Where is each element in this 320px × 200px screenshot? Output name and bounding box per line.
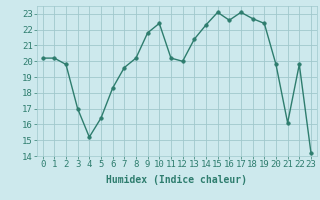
X-axis label: Humidex (Indice chaleur): Humidex (Indice chaleur) [106, 175, 247, 185]
